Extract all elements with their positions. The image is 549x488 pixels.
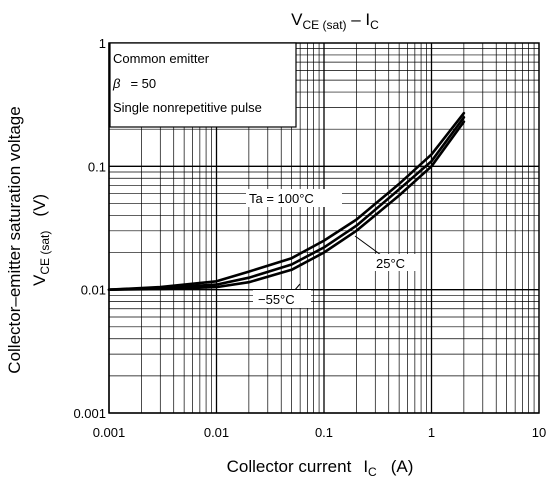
svg-text:−55°C: −55°C [258, 292, 295, 307]
y-tick-label: 0.001 [73, 406, 106, 421]
y-tick-label: 1 [99, 36, 106, 51]
annotation-minus55c: −55°C [253, 283, 311, 308]
x-tick-label: 10 [532, 425, 546, 440]
condition-line-1: Common emitter [113, 51, 210, 66]
condition-line-3: Single nonrepetitive pulse [113, 100, 262, 115]
y-tick-label: 0.1 [88, 159, 106, 174]
series-lines [107, 111, 466, 291]
condition-line-2: β = 50 [112, 76, 156, 91]
series-line-1 [107, 116, 466, 291]
x-tick-label: 0.01 [204, 425, 229, 440]
conditions-box: Common emitter β = 50 Single nonrepetitiv… [109, 42, 297, 128]
tick-labels: 0.001 0.01 0.1 1 10 0.001 0.01 0.1 1 [73, 36, 546, 440]
x-axis-label: Collector current IC (A) [227, 457, 414, 479]
y-axis-label-line2: VCE (sat)(V) [30, 194, 52, 286]
svg-text:25°C: 25°C [376, 256, 405, 271]
series-line-2 [107, 111, 466, 291]
plot-frame [108, 42, 540, 414]
x-tick-label: 0.001 [93, 425, 126, 440]
annotation-100c: Ta = 100°C [246, 189, 342, 207]
series-line-0 [107, 120, 466, 291]
svg-text:Ta = 100°C: Ta = 100°C [249, 191, 314, 206]
x-tick-label: 1 [428, 425, 435, 440]
annotation-25c: 25°C [354, 235, 420, 271]
chart-title: VCE (sat) – IC [291, 10, 379, 32]
x-tick-label: 0.1 [315, 425, 333, 440]
y-tick-label: 0.01 [81, 283, 106, 298]
y-axis-label-line1: Collector–emitter saturation voltage [5, 106, 24, 373]
